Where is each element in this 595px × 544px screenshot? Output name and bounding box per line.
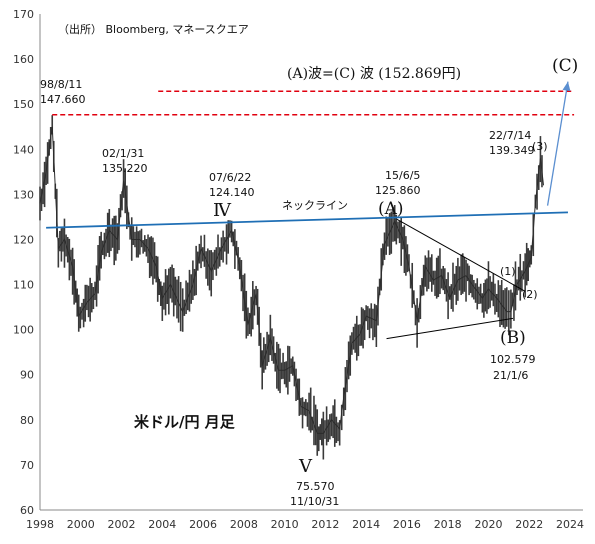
annotations: 98/8/11 147.660 02/1/31 135.220 07/6/22 … — [40, 78, 536, 508]
wave-labels: Ⅳ Ⅴ (A) (B) (1) (2) (3) (C) — [213, 56, 578, 477]
y-tick-label: 60 — [20, 504, 34, 517]
x-tick-label: 2008 — [230, 518, 258, 531]
y-tick-label: 80 — [20, 414, 34, 427]
y-tick-label: 120 — [13, 233, 34, 246]
y-tick-label: 160 — [13, 53, 34, 66]
x-tick-label: 2020 — [474, 518, 502, 531]
wave-label-a: (A) — [378, 199, 404, 219]
y-tick-label: 150 — [13, 98, 34, 111]
y-tick-label: 130 — [13, 188, 34, 201]
annotation-date: 22/7/14 — [489, 129, 531, 142]
x-tick-label: 2018 — [434, 518, 462, 531]
annotation-value: 75.570 — [296, 480, 335, 493]
annotation-date: 21/1/6 — [493, 369, 528, 382]
wave-label-1: (1) — [500, 265, 516, 278]
x-tick-label: 2010 — [271, 518, 299, 531]
chart-label: 米ドル/円 月足 — [134, 413, 236, 431]
x-tick-label: 2002 — [108, 518, 136, 531]
wave-label-iv: Ⅳ — [213, 200, 232, 221]
neckline-label: ネックライン — [282, 199, 348, 212]
annotation-value: 139.349 — [489, 144, 535, 157]
target-line-label: (A)波=(C) 波 (152.869円) — [287, 66, 461, 82]
wave-label-b: (B) — [500, 328, 526, 348]
annotation-value: 124.140 — [209, 186, 255, 199]
annotation-value: 147.660 — [40, 93, 86, 106]
annotation-date: 15/6/5 — [385, 169, 420, 182]
wave-label-v: Ⅴ — [298, 456, 313, 477]
annotation-date: 98/8/11 — [40, 78, 82, 91]
y-tick-label: 110 — [13, 279, 34, 292]
annotation-date: 07/6/22 — [209, 171, 251, 184]
annotation-value: 102.579 — [490, 353, 536, 366]
x-tick-labels: 1998 2000 2002 2004 2006 2008 2010 2012 … — [26, 518, 584, 531]
x-tick-label: 2024 — [556, 518, 584, 531]
projection-arrow-head — [562, 81, 571, 92]
x-tick-label: 2014 — [352, 518, 380, 531]
wave-label-3: (3) — [532, 140, 548, 153]
x-tick-label: 2012 — [311, 518, 339, 531]
x-tick-label: 2000 — [67, 518, 95, 531]
x-tick-label: 2022 — [515, 518, 543, 531]
price-series-line — [39, 126, 544, 434]
y-tick-label: 140 — [13, 143, 34, 156]
x-tick-label: 2016 — [393, 518, 421, 531]
wave-label-2: (2) — [522, 288, 538, 301]
x-tick-label: 2004 — [148, 518, 176, 531]
x-tick-label: 1998 — [26, 518, 54, 531]
plot-frame — [39, 14, 583, 511]
projection-arrow — [546, 81, 569, 206]
wave-label-c: (C) — [552, 56, 578, 76]
triangle-lower-line — [386, 317, 514, 340]
neckline — [46, 211, 568, 229]
annotation-date: 02/1/31 — [102, 147, 144, 160]
y-tick-label: 70 — [20, 459, 34, 472]
x-tick-label: 2006 — [189, 518, 217, 531]
annotation-value: 125.860 — [375, 184, 421, 197]
annotation-date: 11/10/31 — [290, 495, 339, 508]
y-tick-label: 170 — [13, 8, 34, 21]
y-tick-label: 100 — [13, 324, 34, 337]
annotation-value: 135.220 — [102, 162, 148, 175]
y-tick-label: 90 — [20, 369, 34, 382]
triangle-upper-line — [396, 218, 526, 292]
y-tick-labels: 60 70 80 90 100 110 120 130 140 150 160 … — [13, 8, 34, 517]
source-note: （出所） Bloomberg, マネースクエア — [58, 22, 249, 36]
